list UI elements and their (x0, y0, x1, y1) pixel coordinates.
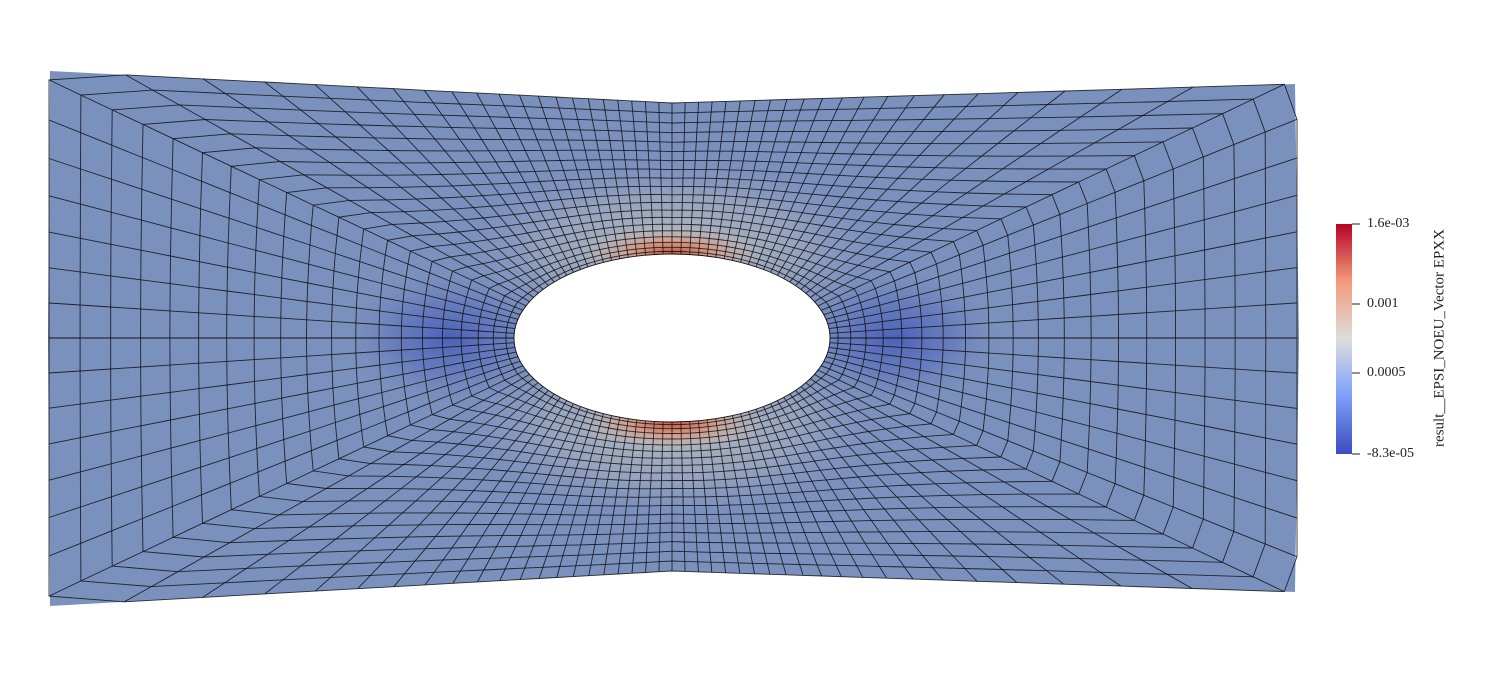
elliptical-hole (513, 253, 831, 423)
color-legend-bar (1336, 223, 1360, 455)
legend-tick-label: 0.0005 (1367, 365, 1406, 380)
mesh-edges (48, 74, 1298, 603)
legend-max-label: 1.6e-03 (1367, 216, 1410, 231)
legend-tick-label: 0.001 (1367, 296, 1399, 311)
legend-title: result__EPSI_NOEU_Vector EPXX (1431, 229, 1448, 447)
legend-min-label: -8.3e-05 (1367, 446, 1415, 461)
deformed-plate-mesh (48, 71, 1299, 606)
color-legend-gradient (1336, 224, 1352, 454)
